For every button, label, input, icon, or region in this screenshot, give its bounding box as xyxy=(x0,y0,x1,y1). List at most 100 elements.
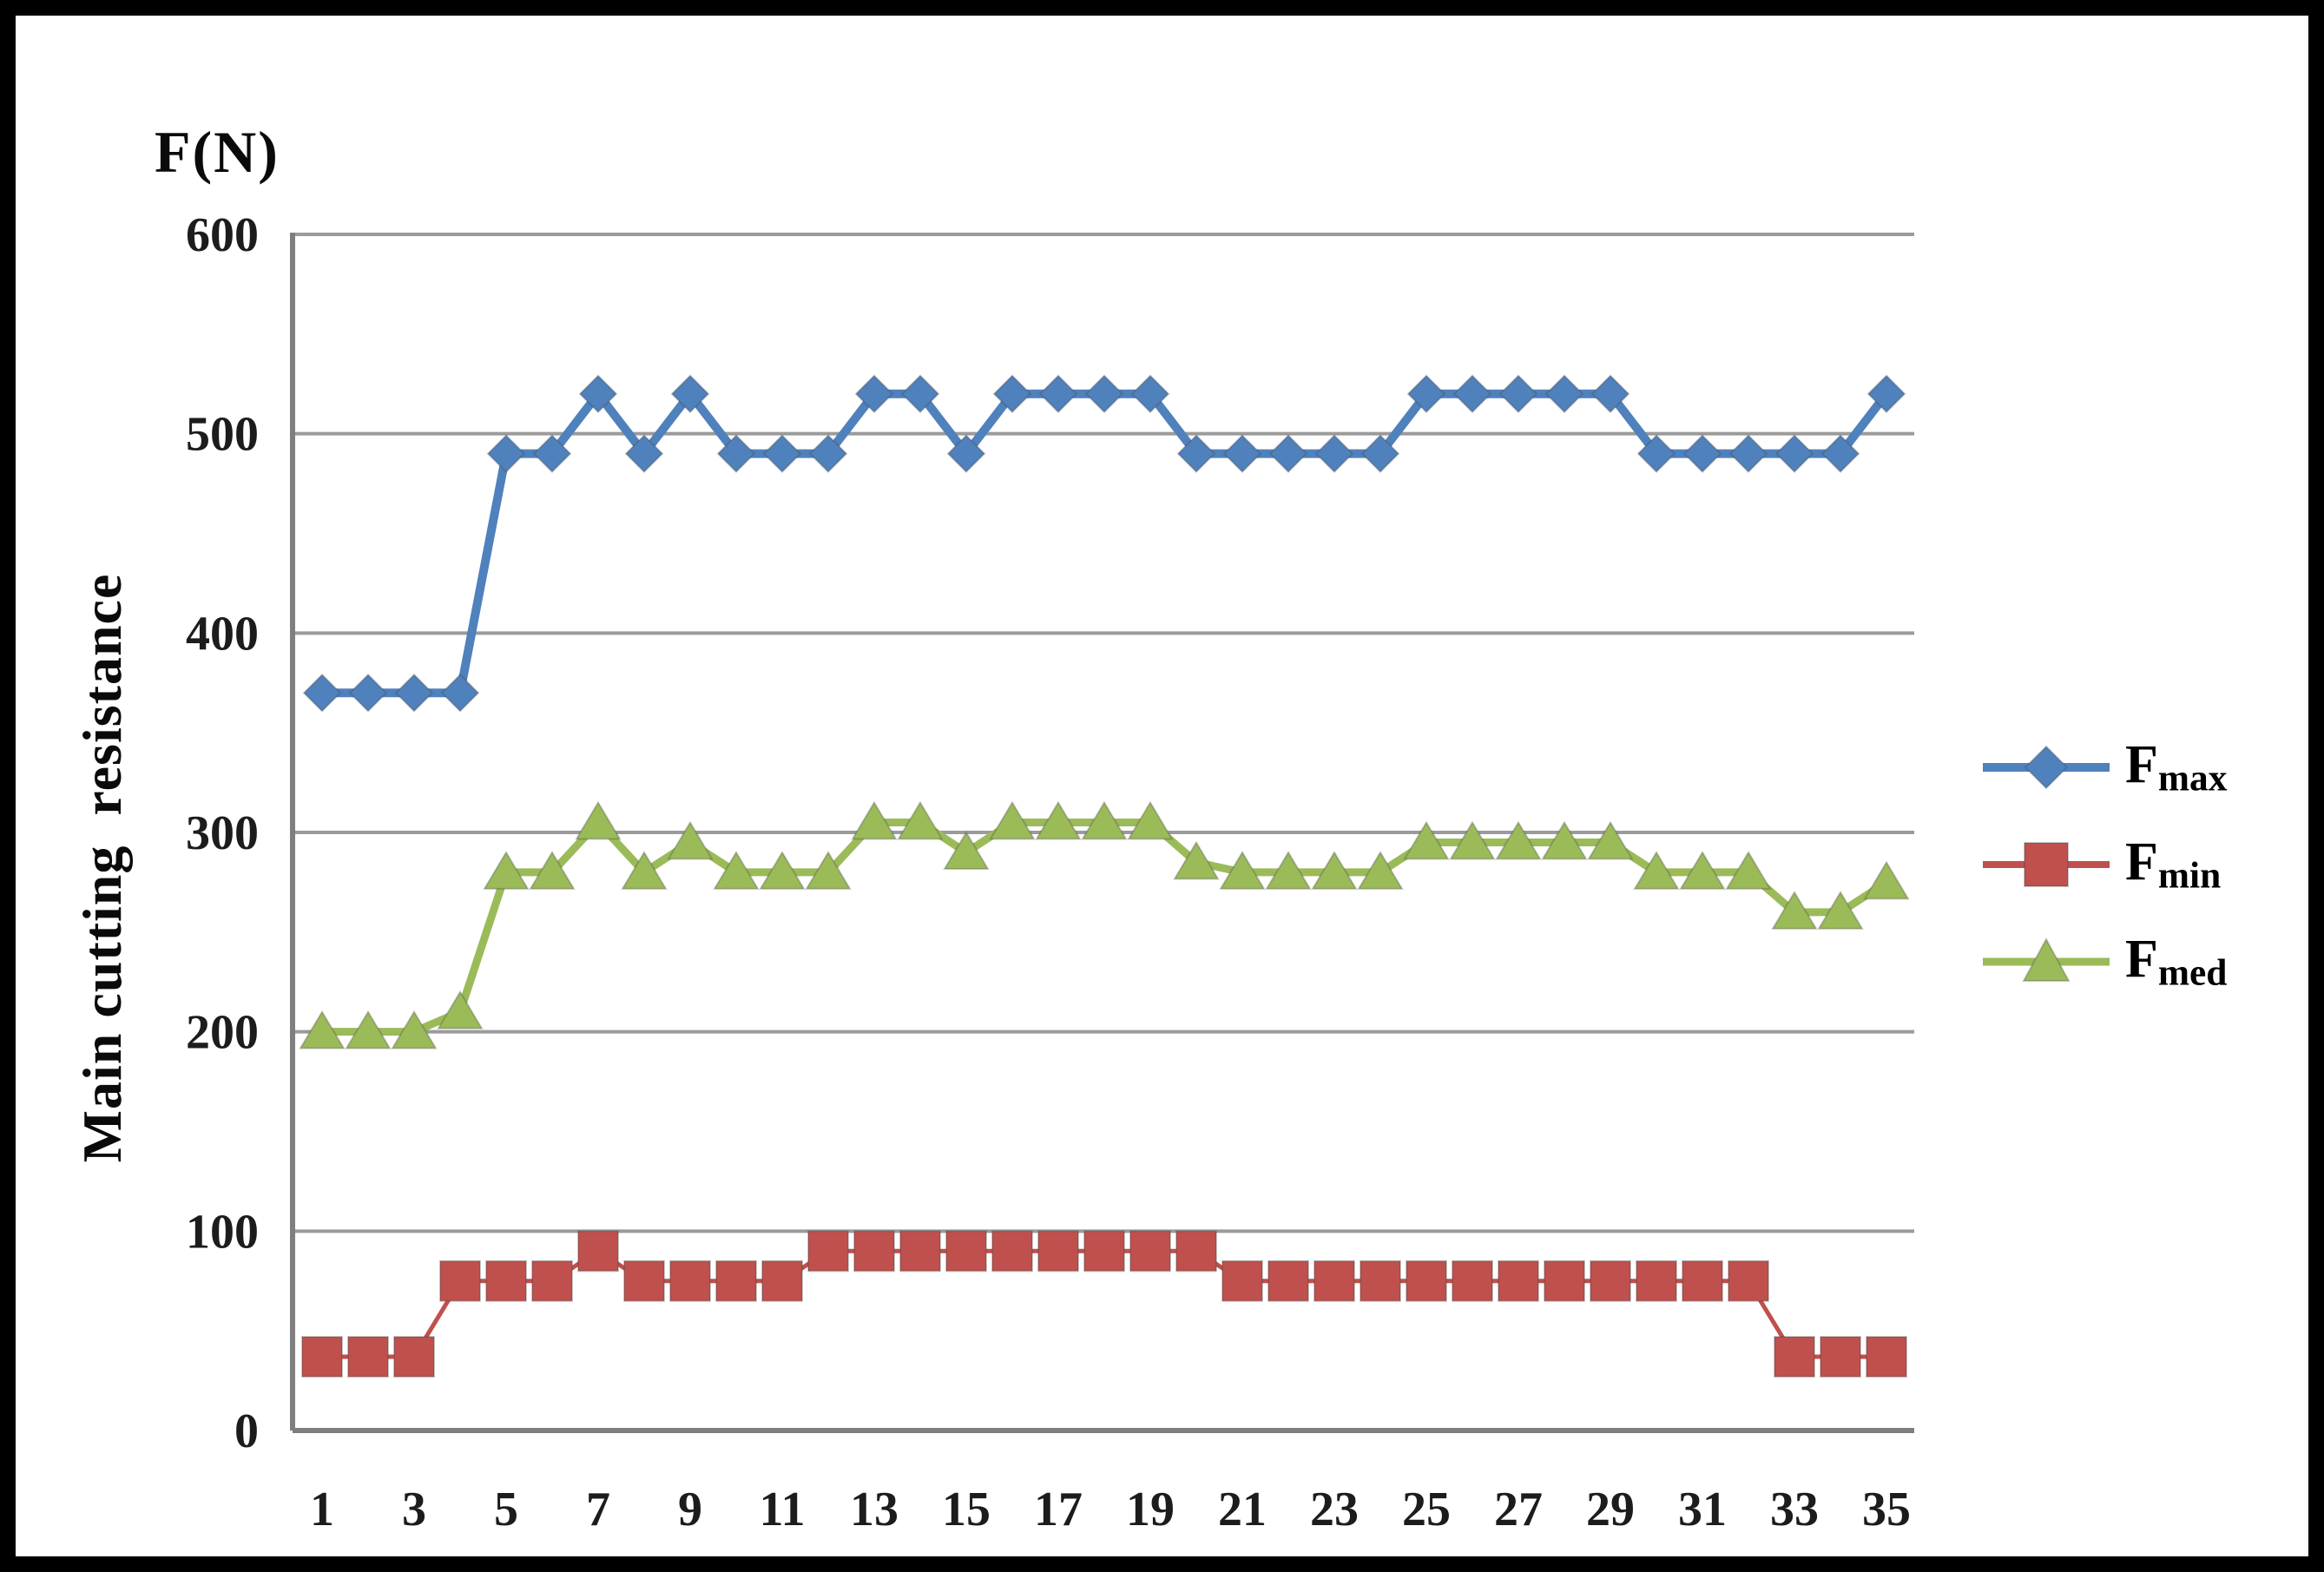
fmed-marker xyxy=(713,850,760,890)
fmin-marker xyxy=(1406,1260,1447,1302)
fmin-marker xyxy=(577,1230,619,1273)
fmax-marker xyxy=(1590,374,1630,414)
fmed-marker xyxy=(345,1010,392,1049)
fmax-marker xyxy=(532,434,572,474)
fmed-marker xyxy=(1403,820,1450,860)
fmin-marker xyxy=(439,1260,481,1302)
x-tick-label-21: 21 xyxy=(1218,1483,1267,1536)
y-tick-label-500: 500 xyxy=(186,408,259,462)
x-tick-label-35: 35 xyxy=(1862,1483,1911,1536)
fmax-marker xyxy=(1544,374,1584,414)
x-tick-label-13: 13 xyxy=(850,1483,899,1536)
fmin-marker xyxy=(1175,1230,1217,1273)
y-tick-label-400: 400 xyxy=(186,607,259,661)
fmax-marker xyxy=(1682,434,1722,474)
fmin-marker xyxy=(669,1260,711,1302)
fmax-marker xyxy=(992,374,1032,414)
x-tick-label-23: 23 xyxy=(1310,1483,1359,1536)
fmax-marker xyxy=(762,434,802,474)
fmax-line xyxy=(322,389,1890,698)
legend-label-fmax-sub: max xyxy=(2157,757,2228,799)
y-tick-label-300: 300 xyxy=(186,806,259,860)
fmed-marker xyxy=(1219,850,1266,890)
fmax-marker xyxy=(716,434,756,474)
fmed-marker xyxy=(1265,850,1312,890)
fmed-marker xyxy=(529,850,576,890)
fmed-marker xyxy=(1311,850,1358,890)
x-tick-label-7: 7 xyxy=(586,1483,610,1536)
fmed-marker xyxy=(1081,800,1128,840)
fmin-marker xyxy=(485,1260,527,1302)
fmed-marker xyxy=(621,850,668,890)
fmin-marker xyxy=(1221,1260,1263,1302)
legend-label-fmed-sub: med xyxy=(2157,951,2228,994)
fmax-marker xyxy=(946,434,986,474)
fmin-marker xyxy=(761,1260,803,1302)
fmin-marker xyxy=(853,1230,895,1273)
legend-item-fmax: Fmax xyxy=(1981,729,2227,806)
fmax-marker xyxy=(1268,434,1308,474)
legend-item-fmed: Fmed xyxy=(1981,924,2227,1000)
fmax-marker xyxy=(1130,374,1170,414)
x-tick-label-3: 3 xyxy=(402,1483,426,1536)
x-tick-label-33: 33 xyxy=(1770,1483,1819,1536)
fmin-marker xyxy=(623,1260,665,1302)
fmin-marker xyxy=(1129,1230,1171,1273)
fmax-marker xyxy=(1084,374,1124,414)
fmed-marker xyxy=(437,990,484,1029)
fmin-marker xyxy=(991,1230,1033,1273)
fmax-marker xyxy=(1636,434,1676,474)
figure-title: F(N) xyxy=(155,119,280,185)
x-tick-label-19: 19 xyxy=(1126,1483,1175,1536)
fmax-marker xyxy=(1498,374,1538,414)
fmed-marker xyxy=(1035,800,1082,840)
fmax-marker xyxy=(1176,434,1216,474)
fmin-marker xyxy=(1313,1260,1355,1302)
fmed-line xyxy=(322,819,1889,1036)
fmed-marker xyxy=(1449,820,1496,860)
fmed-marker xyxy=(1357,850,1404,890)
fmed-marker xyxy=(1541,820,1588,860)
fmed-marker xyxy=(1173,840,1220,880)
fmax-marker xyxy=(486,434,526,474)
x-tick-label-1: 1 xyxy=(310,1483,334,1536)
fmin-marker xyxy=(1267,1260,1309,1302)
fmed-marker xyxy=(1771,890,1818,930)
fmed-marker xyxy=(391,1010,438,1049)
fmin-marker xyxy=(899,1230,941,1273)
fmax-marker xyxy=(1222,434,1262,474)
fmed-marker xyxy=(483,850,530,890)
fmed-marker xyxy=(1127,800,1174,840)
fmin-marker xyxy=(1498,1260,1539,1302)
legend-label-fmax: Fmax xyxy=(2125,738,2227,798)
fmed-marker xyxy=(851,800,898,840)
fmax-marker xyxy=(624,434,664,474)
fmin-marker xyxy=(1452,1260,1493,1302)
x-tick-label-25: 25 xyxy=(1402,1483,1451,1536)
fmin-marker xyxy=(1774,1336,1815,1378)
fmed-marker xyxy=(1679,850,1726,890)
fmax-marker xyxy=(854,374,894,414)
y-tick-label-0: 0 xyxy=(234,1404,259,1458)
fmax-marker xyxy=(1728,434,1768,474)
fmax-marker xyxy=(348,673,388,713)
x-tick-label-17: 17 xyxy=(1034,1483,1083,1536)
fmin-marker xyxy=(531,1260,573,1302)
legend-label-fmin: Fmin xyxy=(2125,835,2221,895)
fmin-marker xyxy=(1544,1260,1585,1302)
x-tick-label-11: 11 xyxy=(760,1483,806,1536)
fmax-marker xyxy=(1820,434,1860,474)
fmin-marker xyxy=(393,1336,435,1378)
fmin-marker xyxy=(715,1260,757,1302)
fmed-marker xyxy=(759,850,806,890)
fmin-marker xyxy=(301,1336,343,1378)
fmin-marker xyxy=(1866,1336,1907,1378)
fmed-marker xyxy=(575,800,622,840)
fmed-marker xyxy=(1633,850,1680,890)
fmax-marker xyxy=(394,673,434,713)
legend-label-fmed-base: F xyxy=(2125,929,2158,989)
fmed-marker xyxy=(1817,890,1864,930)
legend-item-fmin: Fmin xyxy=(1981,826,2227,903)
fmin-marker xyxy=(1820,1336,1861,1378)
